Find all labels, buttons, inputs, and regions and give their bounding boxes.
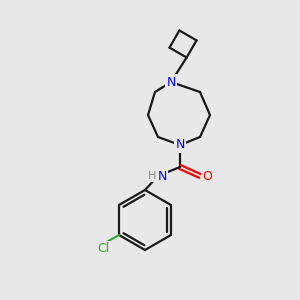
Text: Cl: Cl [97, 242, 110, 256]
Text: N: N [166, 76, 176, 88]
Text: H: H [148, 171, 156, 181]
Text: O: O [202, 169, 212, 182]
Text: N: N [175, 139, 185, 152]
Text: N: N [157, 169, 167, 182]
